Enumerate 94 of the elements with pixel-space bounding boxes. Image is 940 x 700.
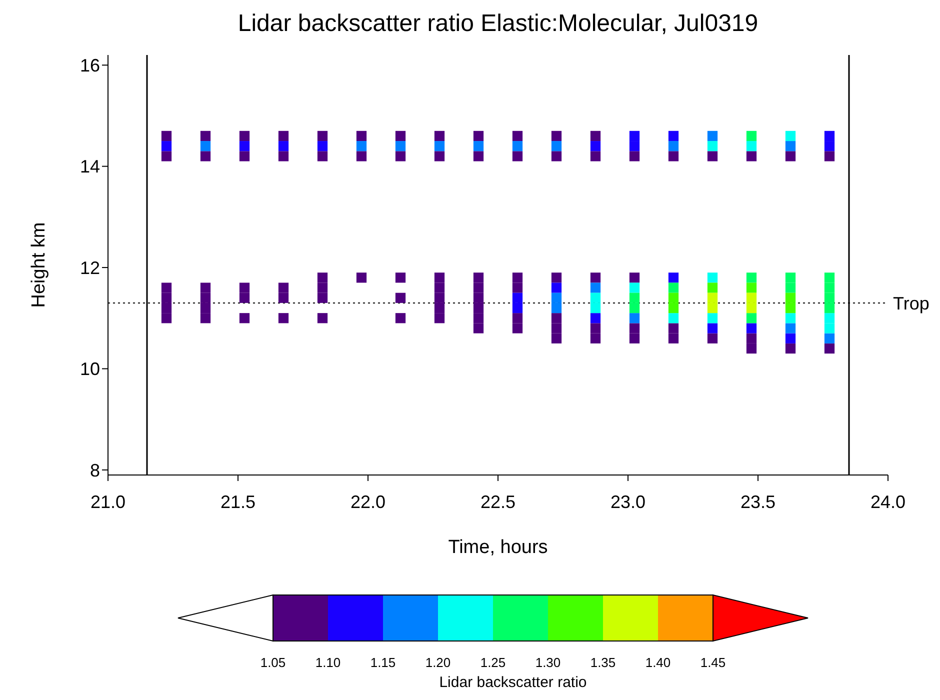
point xyxy=(629,292,640,303)
point xyxy=(824,130,835,142)
x-tick-label: 21.5 xyxy=(220,492,256,512)
point xyxy=(668,302,679,314)
point xyxy=(707,141,718,152)
point xyxy=(395,141,406,152)
point xyxy=(668,272,679,283)
point xyxy=(551,141,562,152)
x-tick-label: 23.0 xyxy=(610,492,646,512)
point xyxy=(590,141,601,152)
point xyxy=(824,313,835,324)
point xyxy=(707,313,718,324)
chart-title: Lidar backscatter ratio Elastic:Molecular, Jul0319 xyxy=(236,10,760,38)
point xyxy=(824,292,835,303)
color-bar-label: 1.05 xyxy=(260,655,286,670)
point xyxy=(551,282,562,293)
point xyxy=(707,323,718,334)
point xyxy=(785,130,796,142)
point xyxy=(707,130,718,142)
point xyxy=(746,292,757,303)
y-tick-label: 12 xyxy=(80,258,100,278)
x-tick-label: 22.0 xyxy=(350,492,386,512)
color-bar-label: 1.30 xyxy=(535,655,561,670)
point xyxy=(668,292,679,303)
color-bar-label: 1.10 xyxy=(315,655,341,670)
point xyxy=(668,282,679,293)
color-bar-label: 1.15 xyxy=(370,655,396,670)
x-tick-label: 22.5 xyxy=(480,492,516,512)
point xyxy=(785,292,796,303)
point xyxy=(824,272,835,283)
point xyxy=(746,282,757,293)
point xyxy=(551,302,562,314)
x-axis-title: Time, hours xyxy=(448,537,548,558)
point xyxy=(473,141,484,152)
point xyxy=(746,302,757,314)
point xyxy=(746,141,757,152)
y-axis-title: Height km xyxy=(28,222,50,308)
point xyxy=(668,130,679,142)
color-bar-title: Lidar backscatter ratio xyxy=(439,674,587,691)
point xyxy=(746,272,757,283)
point xyxy=(317,141,328,152)
point xyxy=(824,333,835,344)
point xyxy=(824,141,835,152)
x-tick-label: 21.0 xyxy=(90,492,126,512)
y-tick-label: 16 xyxy=(80,56,100,76)
ref-line-label: Trop xyxy=(893,293,930,314)
point xyxy=(707,272,718,283)
x-tick-label: 24.0 xyxy=(870,492,906,512)
point xyxy=(707,302,718,314)
point xyxy=(161,141,172,152)
point xyxy=(629,282,640,293)
point xyxy=(668,141,679,152)
point xyxy=(512,141,523,152)
color-bar-label: 1.40 xyxy=(645,655,671,670)
point xyxy=(590,313,601,324)
x-tick-label: 23.5 xyxy=(740,492,776,512)
point xyxy=(707,282,718,293)
point xyxy=(200,141,211,152)
point xyxy=(278,141,289,152)
point xyxy=(590,292,601,303)
point xyxy=(785,282,796,293)
color-bar-label: 1.35 xyxy=(590,655,616,670)
point xyxy=(824,302,835,314)
point xyxy=(785,323,796,334)
point xyxy=(629,313,640,324)
point xyxy=(746,313,757,324)
point xyxy=(746,130,757,142)
point xyxy=(746,323,757,334)
point xyxy=(824,323,835,334)
color-bar-label: 1.45 xyxy=(700,655,726,670)
point xyxy=(590,282,601,293)
color-bar-label: 1.25 xyxy=(480,655,506,670)
point xyxy=(785,333,796,344)
color-bar-label: 1.20 xyxy=(425,655,451,670)
point xyxy=(590,302,601,314)
point xyxy=(512,302,523,314)
point xyxy=(356,141,367,152)
point xyxy=(668,313,679,324)
point xyxy=(239,141,250,152)
y-tick-label: 14 xyxy=(80,156,100,177)
point xyxy=(824,282,835,293)
point xyxy=(707,292,718,303)
point xyxy=(434,141,445,152)
point xyxy=(785,141,796,152)
point xyxy=(785,302,796,314)
point xyxy=(785,272,796,283)
y-tick-label: 8 xyxy=(90,460,100,480)
y-tick-label: 10 xyxy=(80,359,100,380)
point xyxy=(629,141,640,152)
point xyxy=(629,302,640,314)
point xyxy=(512,292,523,303)
point xyxy=(551,292,562,303)
point xyxy=(629,130,640,142)
point xyxy=(785,313,796,324)
